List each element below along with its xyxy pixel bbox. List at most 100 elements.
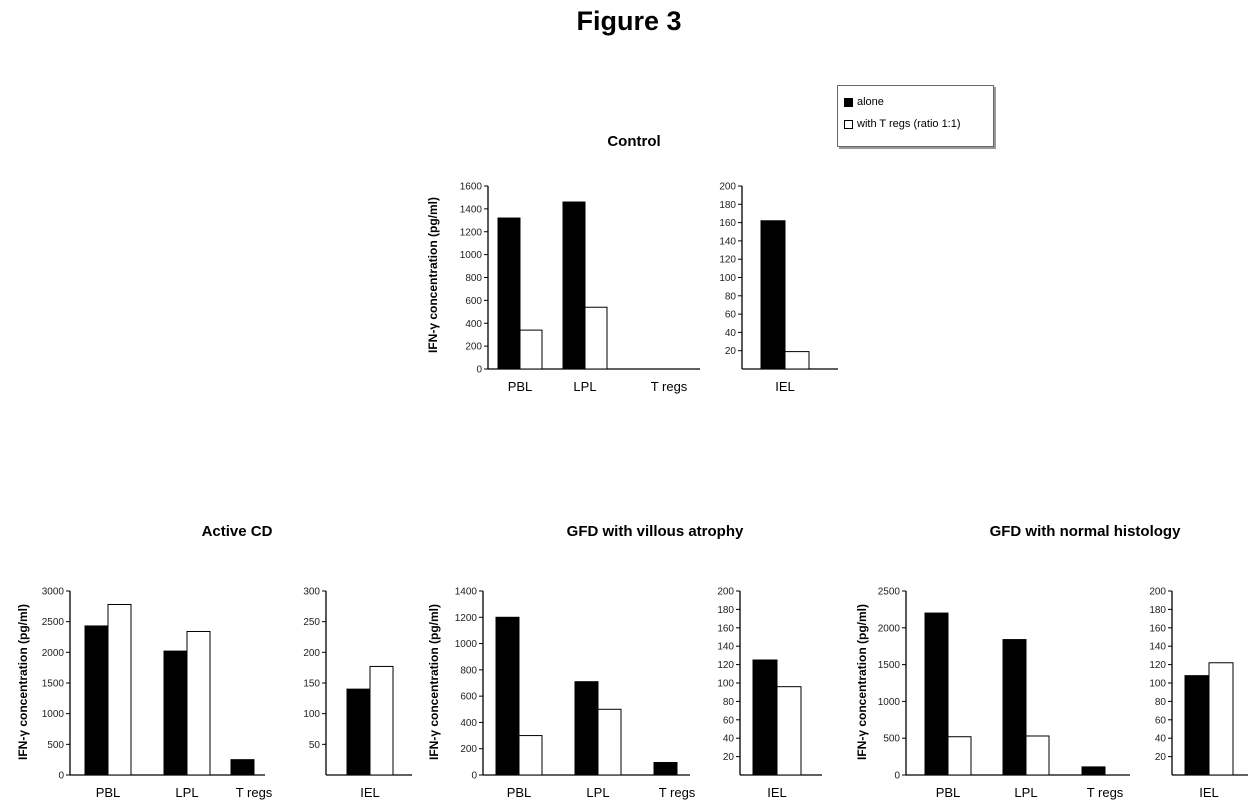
chart-2-left-bar <box>653 762 678 776</box>
chart-0-left-ytick-label: 600 <box>465 296 482 307</box>
chart-2-title: GFD with villous atrophy <box>567 523 744 540</box>
chart-1-title: Active CD <box>202 523 273 540</box>
chart-2-right-ytick-label: 60 <box>723 715 735 726</box>
chart-2-right-ytick-label: 160 <box>717 623 734 634</box>
chart-0-left-ytick-label: 1600 <box>460 182 483 193</box>
chart-2-right-ytick-label: 80 <box>723 697 735 708</box>
chart-1-left-ytick-label: 0 <box>58 771 64 782</box>
chart-1-left-ytick-label: 500 <box>47 740 64 751</box>
chart-1-left-category-label: T regs <box>236 785 273 800</box>
chart-1-left-bar <box>163 650 188 776</box>
legend-label-with-tregs: with T regs (ratio 1:1) <box>857 118 961 130</box>
chart-2-right-ytick-label: 100 <box>717 679 734 690</box>
chart-3-right-bar <box>1184 675 1210 776</box>
chart-2-right-category-label: IEL <box>767 785 787 800</box>
legend-item-with-tregs: with T regs (ratio 1:1) <box>844 118 961 130</box>
chart-0-ylabel: IFN-γ concentration (pg/ml) <box>426 197 440 353</box>
chart-2-right-ytick-label: 140 <box>717 642 734 653</box>
legend-swatch-alone <box>844 97 853 107</box>
chart-1-right-ytick-label: 150 <box>303 679 320 690</box>
chart-1-left-ytick-label: 1000 <box>42 709 65 720</box>
chart-3-right-ytick-label: 20 <box>1155 752 1167 763</box>
chart-0-left-bar <box>562 201 586 370</box>
chart-1-right-category-label: IEL <box>360 785 380 800</box>
chart-2-left-bar <box>597 708 622 776</box>
chart-0-left-ytick-label: 1000 <box>460 250 483 261</box>
chart-2-left-ytick-label: 0 <box>471 771 477 782</box>
chart-0-right-bar <box>784 351 810 370</box>
chart-2-right-bar <box>776 686 802 776</box>
chart-0-left-ytick-label: 800 <box>465 273 482 284</box>
chart-1-right-bar <box>369 665 394 776</box>
chart-1-right-ytick-label: 250 <box>303 617 320 628</box>
chart-1-right-ytick-label: 100 <box>303 709 320 720</box>
chart-0-right-ytick-label: 140 <box>719 236 736 247</box>
chart-3-left-ytick-label: 1000 <box>878 697 901 708</box>
chart-3-right-ytick-label: 120 <box>1149 660 1166 671</box>
chart-2-left-ytick-label: 1000 <box>455 639 478 650</box>
chart-3-left-ytick-label: 2000 <box>878 623 901 634</box>
chart-1-left-category-label: LPL <box>175 785 198 800</box>
chart-3-left-bar <box>1002 639 1027 776</box>
chart-2-right-bar <box>752 659 778 776</box>
chart-3-left-bar <box>1025 735 1050 776</box>
chart-2-left-ytick-label: 1200 <box>455 613 478 624</box>
chart-1-right-ytick-label: 300 <box>303 587 320 598</box>
chart-1-right-ytick-label: 200 <box>303 648 320 659</box>
chart-2-right-ytick-label: 20 <box>723 752 735 763</box>
chart-3-right-ytick-label: 60 <box>1155 715 1167 726</box>
chart-0-left-ytick-label: 1400 <box>460 204 483 215</box>
chart-1-left-ytick-label: 2000 <box>42 648 65 659</box>
chart-3-left-ytick-label: 0 <box>894 771 900 782</box>
chart-2-left-ytick-label: 600 <box>460 692 477 703</box>
chart-1-left-bar <box>186 630 211 776</box>
chart-1-left-bar <box>84 625 109 776</box>
chart-3-left-bar <box>924 612 949 776</box>
chart-3-right-bar <box>1208 662 1234 776</box>
chart-0-right-ytick-label: 80 <box>725 291 737 302</box>
chart-legend: alone with T regs (ratio 1:1) <box>837 85 994 147</box>
chart-3-title: GFD with normal histology <box>990 523 1181 540</box>
chart-1-left-bar <box>230 759 255 776</box>
chart-2-left-category-label: LPL <box>586 785 609 800</box>
chart-2-right-ytick-label: 40 <box>723 734 735 745</box>
chart-3-left-category-label: PBL <box>936 785 961 800</box>
chart-1-ylabel: IFN-γ concentration (pg/ml) <box>16 604 30 760</box>
legend-swatch-with-tregs <box>844 119 853 129</box>
chart-2-left-bar <box>495 616 520 776</box>
chart-3-right-ytick-label: 180 <box>1149 605 1166 616</box>
chart-0-left-ytick-label: 1200 <box>460 227 483 238</box>
chart-0-title: Control <box>607 133 660 150</box>
chart-0-left-category-label: PBL <box>508 379 533 394</box>
chart-3-left-category-label: LPL <box>1014 785 1037 800</box>
chart-2-right-ytick-label: 180 <box>717 605 734 616</box>
chart-0-right-ytick-label: 60 <box>725 310 737 321</box>
chart-1-right-ytick-label: 50 <box>309 740 321 751</box>
chart-0-right-ytick-label: 120 <box>719 255 736 266</box>
chart-3-ylabel: IFN-γ concentration (pg/ml) <box>855 604 869 760</box>
chart-2-left-ytick-label: 800 <box>460 665 477 676</box>
chart-0-right-ytick-label: 160 <box>719 218 736 229</box>
chart-0-left-ytick-label: 0 <box>476 365 482 376</box>
chart-2-left-ytick-label: 1400 <box>455 587 478 598</box>
chart-2-left-category-label: PBL <box>507 785 532 800</box>
chart-3-left-category-label: T regs <box>1087 785 1124 800</box>
chart-3-left-ytick-label: 1500 <box>878 660 901 671</box>
chart-3-right-ytick-label: 160 <box>1149 623 1166 634</box>
chart-3-left-bar <box>947 736 972 776</box>
chart-2-left-ytick-label: 200 <box>460 744 477 755</box>
chart-3-right-ytick-label: 40 <box>1155 734 1167 745</box>
chart-0-left-ytick-label: 400 <box>465 319 482 330</box>
chart-3-right-category-label: IEL <box>1199 785 1219 800</box>
chart-0-left-ytick-label: 200 <box>465 342 482 353</box>
legend-item-alone: alone <box>844 96 884 108</box>
chart-3-right-ytick-label: 140 <box>1149 642 1166 653</box>
chart-1-left-bar <box>107 603 132 776</box>
chart-0-left-category-label: T regs <box>651 379 688 394</box>
chart-0-right-ytick-label: 100 <box>719 273 736 284</box>
chart-0-left-category-label: LPL <box>573 379 596 394</box>
chart-0-right-ytick-label: 180 <box>719 200 736 211</box>
chart-1-right-bar <box>346 688 371 776</box>
chart-2-ylabel: IFN-γ concentration (pg/ml) <box>427 604 441 760</box>
